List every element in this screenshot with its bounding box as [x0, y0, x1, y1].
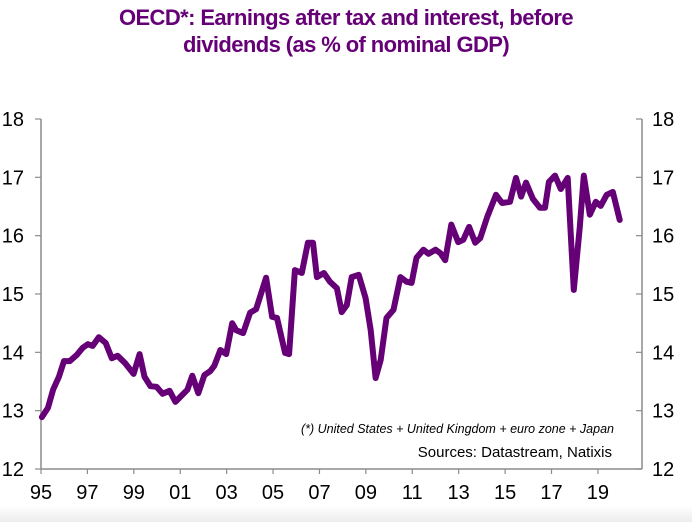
series-group	[38, 172, 623, 421]
chart-title-line-1: OECD*: Earnings after tax and interest, …	[118, 5, 574, 30]
y-tick-label-left: 12	[2, 459, 24, 481]
x-tick-label: 97	[76, 482, 98, 504]
y-tick-label-right: 16	[652, 226, 674, 248]
y-tick-label-right: 15	[652, 284, 674, 306]
y-tick-label-left: 15	[2, 284, 24, 306]
tick-labels: 12 12 13 13 14 14 15 15 16 16 17 17 18 18 95 97 99 01 03 05…	[2, 109, 675, 504]
series-line	[38, 172, 623, 421]
x-tick-label: 05	[262, 482, 284, 504]
y-tick-label-right: 13	[652, 401, 674, 423]
y-tick-label-left: 18	[2, 109, 24, 131]
source-note: Sources: Datastream, Natixis	[418, 444, 612, 461]
x-tick-label: 03	[216, 482, 238, 504]
chart-title: OECD*: Earnings after tax and interest, …	[0, 4, 692, 58]
y-tick-label-right: 14	[652, 342, 674, 364]
y-tick-label-left: 14	[2, 342, 24, 364]
bottom-fade	[0, 506, 692, 522]
x-tick-label: 19	[587, 482, 609, 504]
axes	[35, 118, 643, 474]
y-tick-label-right: 17	[652, 167, 674, 189]
y-tick-label-left: 17	[2, 167, 24, 189]
x-tick-label: 15	[494, 482, 516, 504]
x-tick-label: 07	[308, 482, 330, 504]
y-tick-label-left: 13	[2, 401, 24, 423]
x-tick-label: 09	[355, 482, 377, 504]
x-tick-label: 13	[448, 482, 470, 504]
y-tick-label-right: 12	[652, 459, 674, 481]
x-tick-label: 99	[123, 482, 145, 504]
footnote: (*) United States + United Kingdom + eur…	[301, 422, 614, 436]
chart-title-line-2: dividends (as % of nominal GDP)	[182, 32, 510, 57]
y-tick-label-right: 18	[652, 109, 674, 131]
x-tick-label: 95	[30, 482, 52, 504]
x-tick-label: 11	[402, 482, 423, 504]
x-tick-label: 01	[169, 482, 191, 504]
x-tick-label: 17	[540, 482, 562, 504]
y-tick-label-left: 16	[2, 226, 24, 248]
